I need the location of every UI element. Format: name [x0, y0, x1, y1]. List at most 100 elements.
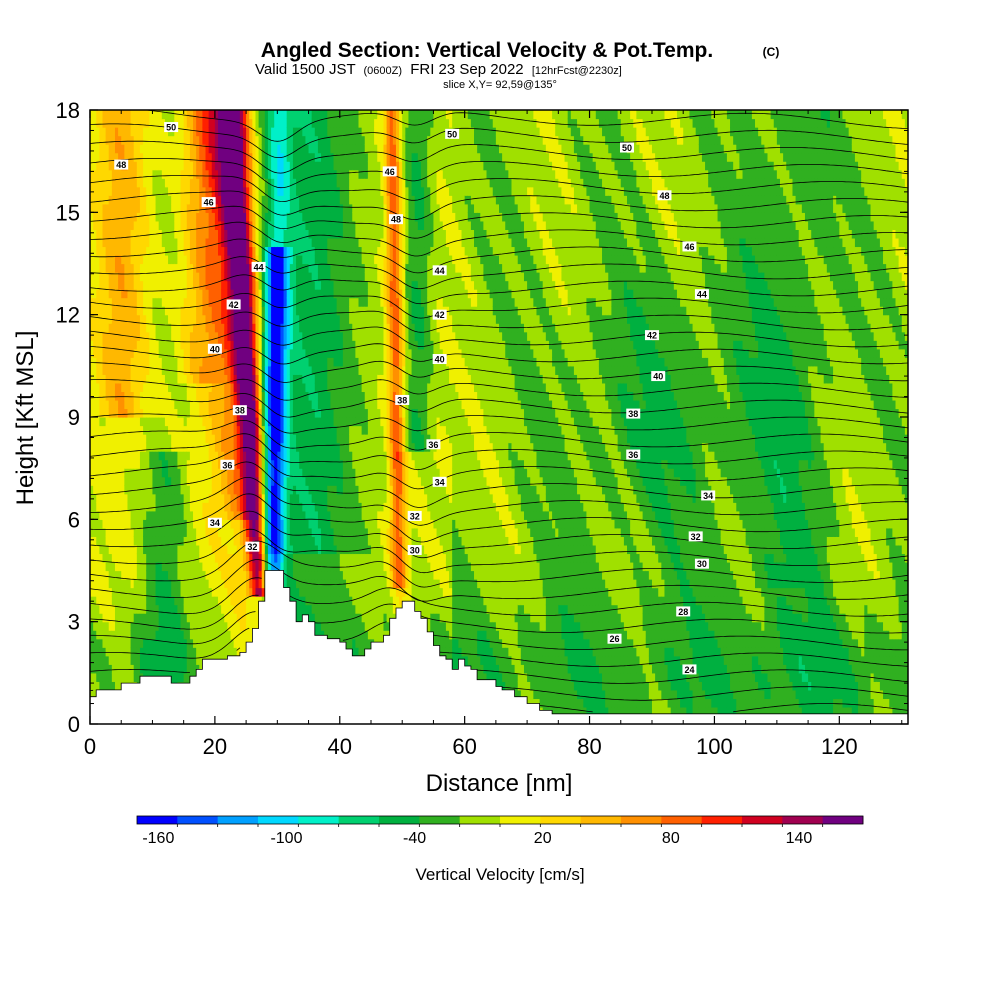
velocity-cell — [183, 664, 188, 674]
velocity-cell — [155, 613, 160, 623]
velocity-cell — [149, 459, 154, 469]
velocity-cell — [143, 254, 147, 265]
velocity-cell — [171, 485, 175, 495]
velocity-cell — [168, 272, 172, 282]
velocity-cell — [108, 425, 113, 435]
velocity-cell — [208, 468, 213, 478]
velocity-cell — [146, 323, 150, 333]
velocity-cell — [174, 152, 179, 162]
velocity-cell — [168, 195, 172, 205]
velocity-cell — [118, 630, 122, 640]
velocity-cell — [196, 621, 200, 631]
velocity-cell — [93, 655, 97, 665]
velocity-cell — [111, 135, 116, 145]
velocity-cell — [161, 331, 166, 341]
velocity-cell — [133, 502, 138, 512]
velocity-cell — [149, 110, 154, 120]
velocity-cell — [211, 630, 216, 640]
velocity-cell — [155, 451, 160, 461]
velocity-cell — [124, 144, 129, 154]
velocity-cell — [139, 357, 144, 367]
velocity-cell — [146, 425, 150, 435]
velocity-cell — [186, 408, 191, 418]
velocity-cell — [171, 340, 175, 350]
velocity-cell — [118, 502, 122, 512]
velocity-cell — [99, 212, 104, 222]
velocity-cell — [124, 357, 129, 367]
velocity-cell — [121, 493, 125, 503]
velocity-cell — [108, 135, 113, 145]
velocity-cell — [102, 493, 107, 503]
velocity-cell — [177, 459, 182, 469]
velocity-cell — [99, 127, 104, 137]
velocity-cell — [93, 672, 97, 682]
velocity-cell — [168, 476, 172, 486]
velocity-cell — [152, 306, 157, 316]
velocity-cell — [139, 579, 144, 589]
velocity-cell — [99, 178, 104, 188]
velocity-cell — [114, 374, 119, 384]
velocity-cell — [118, 331, 122, 341]
velocity-cell — [102, 161, 107, 171]
velocity-cell — [152, 451, 157, 461]
velocity-cell — [127, 254, 132, 265]
velocity-cell — [124, 451, 129, 461]
velocity-cell — [155, 561, 160, 572]
velocity-cell — [105, 399, 110, 410]
velocity-cell — [93, 246, 97, 256]
velocity-cell — [171, 169, 175, 179]
velocity-cell — [102, 596, 107, 606]
velocity-cell — [171, 425, 175, 435]
velocity-cell — [121, 186, 125, 196]
velocity-cell — [139, 647, 144, 657]
velocity-cell — [164, 331, 169, 341]
velocity-cell — [168, 621, 172, 631]
velocity-cell — [139, 468, 144, 478]
velocity-cell — [130, 519, 135, 529]
velocity-cell — [93, 237, 97, 248]
velocity-cell — [143, 246, 147, 256]
velocity-cell — [164, 579, 169, 589]
velocity-cell — [155, 596, 160, 606]
velocity-cell — [161, 425, 166, 435]
velocity-cell — [102, 374, 107, 384]
velocity-cell — [199, 391, 203, 401]
velocity-cell — [208, 297, 213, 307]
velocity-cell — [199, 664, 203, 674]
velocity-cell — [186, 561, 191, 572]
velocity-cell — [214, 613, 219, 623]
velocity-cell — [152, 459, 157, 469]
velocity-cell — [202, 647, 207, 657]
velocity-cell — [136, 161, 141, 171]
velocity-cell — [130, 485, 135, 495]
velocity-cell — [130, 399, 135, 410]
velocity-cell — [186, 519, 191, 529]
velocity-cell — [114, 314, 119, 324]
velocity-cell — [96, 220, 100, 230]
velocity-cell — [124, 561, 129, 572]
velocity-cell — [205, 169, 210, 179]
velocity-cell — [136, 229, 141, 239]
velocity-cell — [124, 289, 129, 299]
velocity-cell — [102, 254, 107, 265]
velocity-cell — [193, 203, 197, 213]
velocity-cell — [127, 536, 132, 546]
velocity-cell — [205, 152, 210, 162]
velocity-cell — [158, 638, 163, 648]
velocity-cell — [180, 144, 185, 154]
velocity-cell — [105, 681, 110, 691]
velocity-cell — [205, 647, 210, 657]
velocity-cell — [149, 604, 154, 614]
velocity-cell — [149, 485, 154, 495]
velocity-cell — [102, 417, 107, 427]
velocity-cell — [177, 579, 182, 589]
velocity-cell — [111, 527, 116, 537]
velocity-cell — [121, 638, 125, 648]
velocity-cell — [102, 203, 107, 213]
velocity-cell — [96, 493, 100, 503]
velocity-cell — [155, 638, 160, 648]
velocity-cell — [139, 613, 144, 623]
velocity-cell — [164, 323, 169, 333]
velocity-cell — [90, 127, 94, 137]
velocity-cell — [155, 382, 160, 393]
